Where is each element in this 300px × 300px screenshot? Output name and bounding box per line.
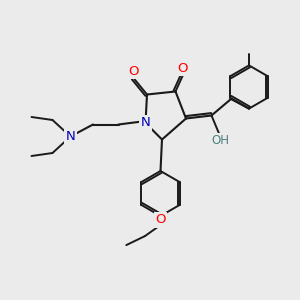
Text: N: N [141, 116, 150, 130]
Text: O: O [178, 62, 188, 75]
Text: O: O [128, 65, 139, 78]
Text: N: N [66, 130, 75, 143]
Text: OH: OH [212, 134, 230, 148]
Text: O: O [155, 213, 166, 226]
